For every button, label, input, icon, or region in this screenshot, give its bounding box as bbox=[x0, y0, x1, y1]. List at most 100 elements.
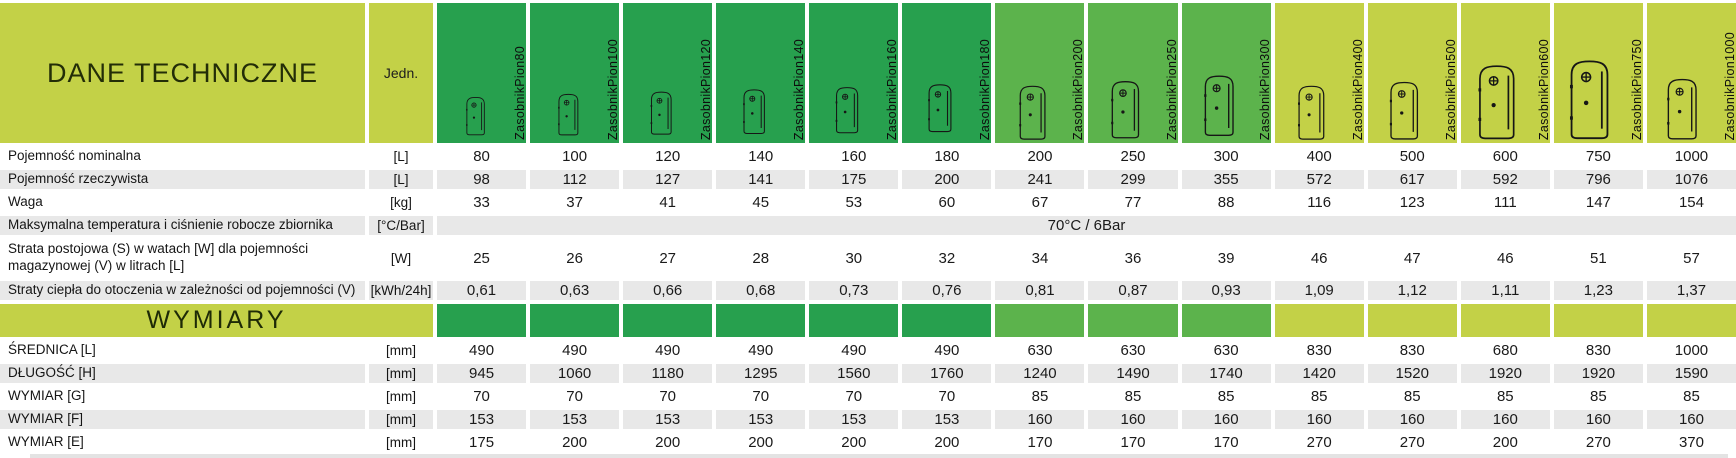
value-cell: 830 bbox=[1585, 342, 1611, 359]
value-cell: 1,23 bbox=[1553, 281, 1643, 300]
value-cell: 0,61 bbox=[437, 281, 527, 300]
value-cell: 70 bbox=[659, 388, 677, 405]
tank-icon bbox=[928, 84, 952, 133]
value-cell: 60 bbox=[938, 194, 956, 211]
row-label: DŁUGOŚĆ [H] bbox=[0, 364, 365, 383]
value-cell: 1740 bbox=[1181, 364, 1271, 383]
section-band-cell bbox=[437, 304, 527, 337]
value-cell: 170 bbox=[1120, 434, 1146, 451]
value-cell: 1920 bbox=[1460, 364, 1550, 383]
value-cell: 0,63 bbox=[530, 281, 620, 300]
row-label: ŚREDNICA [L] bbox=[8, 342, 96, 358]
row-unit: [mm] bbox=[386, 389, 416, 404]
value-cell: 98 bbox=[437, 170, 527, 189]
value-cell: 1076 bbox=[1646, 170, 1736, 189]
value-cell: 70 bbox=[752, 388, 770, 405]
tank-icon bbox=[558, 93, 579, 136]
column-header: ZasobnikPion400 bbox=[1274, 3, 1365, 143]
value-cell: 34 bbox=[1031, 249, 1049, 267]
section-band-cell bbox=[809, 304, 899, 337]
value-cell: 400 bbox=[1306, 148, 1332, 165]
row-label: WYMIAR [E] bbox=[8, 434, 84, 450]
value-cell: 1180 bbox=[623, 364, 713, 383]
column-label: ZasobnikPion600 bbox=[1536, 38, 1551, 140]
value-cell: 200 bbox=[934, 434, 960, 451]
row-label: Pojemność nominalna bbox=[8, 148, 141, 164]
value-cell: 57 bbox=[1683, 249, 1700, 267]
section-header-wymiary: WYMIARY bbox=[0, 304, 433, 337]
value-cell: 1000 bbox=[1674, 148, 1709, 165]
value-cell: 160 bbox=[1367, 410, 1457, 429]
column-label: ZasobnikPion160 bbox=[885, 38, 900, 140]
column-label: ZasobnikPion200 bbox=[1071, 38, 1086, 140]
tank-icon bbox=[1111, 81, 1140, 139]
value-cell: 750 bbox=[1585, 148, 1611, 165]
value-cell: 299 bbox=[1088, 170, 1178, 189]
column-header: ZasobnikPion250 bbox=[1088, 3, 1179, 143]
section-band-cell bbox=[1646, 304, 1736, 337]
value-cell: 160 bbox=[1646, 410, 1736, 429]
section-band-cell bbox=[1181, 304, 1271, 337]
value-cell: 630 bbox=[1120, 342, 1146, 359]
value-cell: 153 bbox=[437, 410, 527, 429]
row-unit: [L] bbox=[393, 149, 409, 164]
value-cell: 70 bbox=[938, 388, 956, 405]
value-cell: 141 bbox=[716, 170, 806, 189]
unit-column-header: Jedn. bbox=[369, 3, 433, 143]
value-cell: 160 bbox=[1274, 410, 1364, 429]
value-cell: 0,93 bbox=[1181, 281, 1271, 300]
value-cell: 77 bbox=[1124, 194, 1142, 211]
value-cell: 25 bbox=[473, 249, 490, 267]
column-header: ZasobnikPion100 bbox=[530, 3, 621, 143]
value-cell: 241 bbox=[995, 170, 1085, 189]
value-cell: 41 bbox=[659, 194, 677, 211]
value-cell: 147 bbox=[1585, 194, 1611, 211]
value-cell: 830 bbox=[1306, 342, 1332, 359]
tank-icon bbox=[1019, 85, 1046, 140]
row-label: Waga bbox=[8, 194, 43, 210]
column-header: ZasobnikPion300 bbox=[1181, 3, 1272, 143]
column-label: ZasobnikPion400 bbox=[1350, 38, 1365, 140]
value-cell: 153 bbox=[716, 410, 806, 429]
value-cell: 500 bbox=[1399, 148, 1425, 165]
value-cell: 200 bbox=[748, 434, 774, 451]
value-cell: 27 bbox=[659, 249, 677, 267]
row-unit: [kg] bbox=[390, 195, 412, 210]
value-cell: 270 bbox=[1585, 434, 1611, 451]
value-cell: 355 bbox=[1181, 170, 1271, 189]
value-cell: 175 bbox=[469, 434, 495, 451]
value-cell: 39 bbox=[1217, 249, 1235, 267]
value-cell: 0,81 bbox=[995, 281, 1085, 300]
value-cell: 51 bbox=[1590, 249, 1607, 267]
value-cell: 85 bbox=[1590, 388, 1607, 405]
value-cell: 160 bbox=[1553, 410, 1643, 429]
value-cell: 796 bbox=[1553, 170, 1643, 189]
section-band-cell bbox=[1088, 304, 1178, 337]
column-label: ZasobnikPion100 bbox=[606, 38, 621, 140]
value-cell: 1,11 bbox=[1460, 281, 1550, 300]
page-title: DANE TECHNICZNE bbox=[0, 3, 365, 143]
value-cell: 572 bbox=[1274, 170, 1364, 189]
value-cell: 490 bbox=[655, 342, 681, 359]
value-cell: 67 bbox=[1031, 194, 1049, 211]
value-cell: 160 bbox=[1460, 410, 1550, 429]
value-cell: 1,37 bbox=[1646, 281, 1736, 300]
row-label: WYMIAR [G] bbox=[8, 388, 86, 404]
tank-icon bbox=[1478, 65, 1515, 140]
column-header: ZasobnikPion140 bbox=[716, 3, 806, 143]
value-cell: 250 bbox=[1120, 148, 1146, 165]
value-cell: 592 bbox=[1460, 170, 1550, 189]
value-cell: 180 bbox=[934, 148, 960, 165]
value-cell: 85 bbox=[1683, 388, 1700, 405]
tank-icon bbox=[1297, 85, 1324, 140]
value-cell: 830 bbox=[1399, 342, 1425, 359]
value-cell: 47 bbox=[1403, 249, 1421, 267]
value-cell: 170 bbox=[1213, 434, 1239, 451]
section-band-cell bbox=[995, 304, 1085, 337]
value-cell: 140 bbox=[748, 148, 774, 165]
value-cell: 1060 bbox=[530, 364, 620, 383]
value-cell: 46 bbox=[1310, 249, 1328, 267]
value-cell: 26 bbox=[566, 249, 583, 267]
value-cell: 1760 bbox=[902, 364, 992, 383]
value-cell: 1,09 bbox=[1274, 281, 1364, 300]
